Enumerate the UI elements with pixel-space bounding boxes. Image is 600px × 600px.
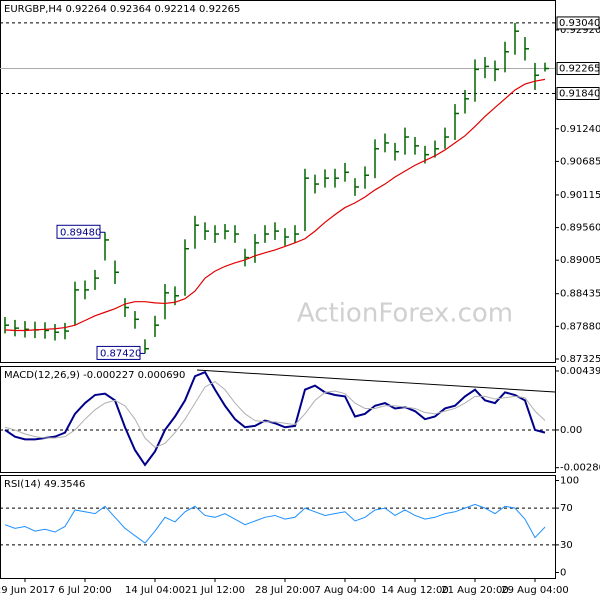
- indicator-line: [4, 380, 546, 448]
- y-tick-label: 100: [560, 476, 579, 487]
- indicator-line: [4, 370, 546, 467]
- callout-label: 0.89480: [60, 227, 101, 238]
- level-label-box: [556, 16, 600, 30]
- y-tick-label: 0.87325: [560, 354, 600, 365]
- y-tick-label: 0.00: [560, 425, 582, 436]
- macd-panel: [0, 366, 556, 473]
- x-tick-label: 28 Jul 20:00: [255, 585, 315, 596]
- price-panel: [0, 0, 556, 363]
- last-price-box: [556, 62, 600, 76]
- y-tick-label: 0.90685: [560, 156, 600, 167]
- level-label: 0.91840: [559, 88, 600, 99]
- y-tick-label: 0.00439: [560, 366, 600, 377]
- indicator-line: [4, 503, 546, 544]
- callout-label: 0.87420: [100, 348, 141, 359]
- panel-title: EURGBP,H4 0.92264 0.92364 0.92214 0.9226…: [4, 4, 240, 15]
- level-label-box: [556, 86, 600, 100]
- y-tick-label: 0.91240: [560, 124, 600, 135]
- panel-title: MACD(12,26,9) -0.000227 0.000690: [4, 370, 185, 381]
- callout-box: [96, 345, 141, 360]
- callout-box: [56, 224, 101, 239]
- x-tick-label: 21 Aug 20:00: [441, 585, 508, 596]
- x-tick-label: 7 Aug 04:00: [314, 585, 375, 596]
- y-tick-label: 0.89560: [560, 223, 600, 234]
- x-tick-label: 29 Jun 2017: [0, 585, 55, 596]
- y-tick-label: 70: [560, 503, 573, 514]
- x-tick-label: 14 Jul 04:00: [125, 585, 185, 596]
- trend-line: [196, 369, 556, 393]
- y-tick-label: 0.87880: [560, 321, 600, 332]
- x-tick-label: 14 Aug 12:00: [381, 585, 448, 596]
- rsi-panel: [0, 475, 556, 579]
- y-tick-label: 0: [560, 567, 566, 578]
- y-tick-label: 0.89005: [560, 255, 600, 266]
- x-tick-label: 21 Jul 12:00: [185, 585, 245, 596]
- level-label: 0.93040: [559, 18, 600, 29]
- moving-average: [4, 78, 546, 332]
- x-tick-label: 29 Aug 04:00: [501, 585, 568, 596]
- panel-title: RSI(14) 49.3546: [4, 479, 85, 490]
- y-tick-label: -0.002809: [560, 463, 600, 474]
- y-tick-label: 30: [560, 540, 573, 551]
- last-price-label: 0.92265: [559, 64, 600, 75]
- y-tick-label: 0.90115: [560, 190, 600, 201]
- watermark: ActionForex.com: [297, 299, 513, 329]
- x-tick-label: 6 Jul 20:00: [58, 585, 112, 596]
- y-tick-label: 0.92920: [560, 25, 600, 36]
- y-tick-label: 0.88435: [560, 289, 600, 300]
